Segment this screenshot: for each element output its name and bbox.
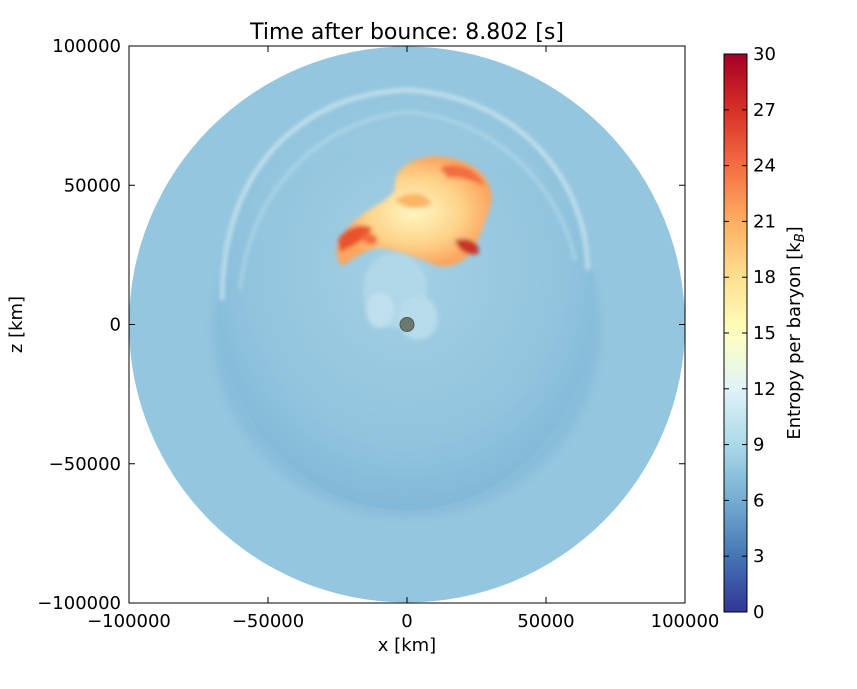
colorbar-tick-label: 3 xyxy=(753,546,764,567)
colorbar-ticks: 0 3 6 9 12 15 18 21 24 27 30 xyxy=(724,44,776,623)
high-entropy-plume xyxy=(336,156,492,267)
colorbar-tick-label: 21 xyxy=(753,211,776,232)
y-tick-label: 50000 xyxy=(64,175,121,196)
colorbar-tick-label: 30 xyxy=(753,44,776,65)
colorbar-tick-label: 24 xyxy=(753,156,776,177)
colorbar-tick-label: 0 xyxy=(753,602,764,623)
shock-front-highlight xyxy=(220,87,590,301)
colorbar: 0 3 6 9 12 15 18 21 24 27 30 Entropy per baryon [k… xyxy=(723,44,808,623)
central-neutron-star xyxy=(399,317,415,332)
x-axis: −100000 −50000 0 50000 100000 xyxy=(87,46,719,632)
x-tick-label: −100000 xyxy=(87,611,171,632)
colorbar-tick-label: 27 xyxy=(753,100,776,121)
colorbar-tick-label: 9 xyxy=(753,435,764,456)
y-axis-label: z [km] xyxy=(6,296,27,353)
x-tick-label: −50000 xyxy=(232,611,304,632)
x-tick-label: 0 xyxy=(401,611,412,632)
plot-area xyxy=(129,46,685,603)
colorbar-tick-label: 15 xyxy=(753,323,776,344)
colorbar-tick-label: 12 xyxy=(753,379,776,400)
x-axis-label: x [km] xyxy=(378,635,436,656)
turbulent-wake xyxy=(363,252,438,340)
y-tick-label: −100000 xyxy=(37,593,121,614)
y-tick-label: 100000 xyxy=(52,36,121,57)
chart-title: Time after bounce: 8.802 [s] xyxy=(249,20,564,45)
x-tick-label: 100000 xyxy=(651,611,720,632)
colorbar-tick-label: 6 xyxy=(753,490,764,511)
y-tick-label: 0 xyxy=(110,315,121,336)
colorbar-tick-label: 18 xyxy=(753,267,776,288)
y-tick-label: −50000 xyxy=(49,454,121,475)
colorbar-label: Entropy per baryon [kB] xyxy=(784,226,808,439)
x-tick-label: 50000 xyxy=(517,611,574,632)
entropy-field xyxy=(129,46,685,603)
y-axis: −100000 −50000 0 50000 100000 xyxy=(37,36,685,614)
